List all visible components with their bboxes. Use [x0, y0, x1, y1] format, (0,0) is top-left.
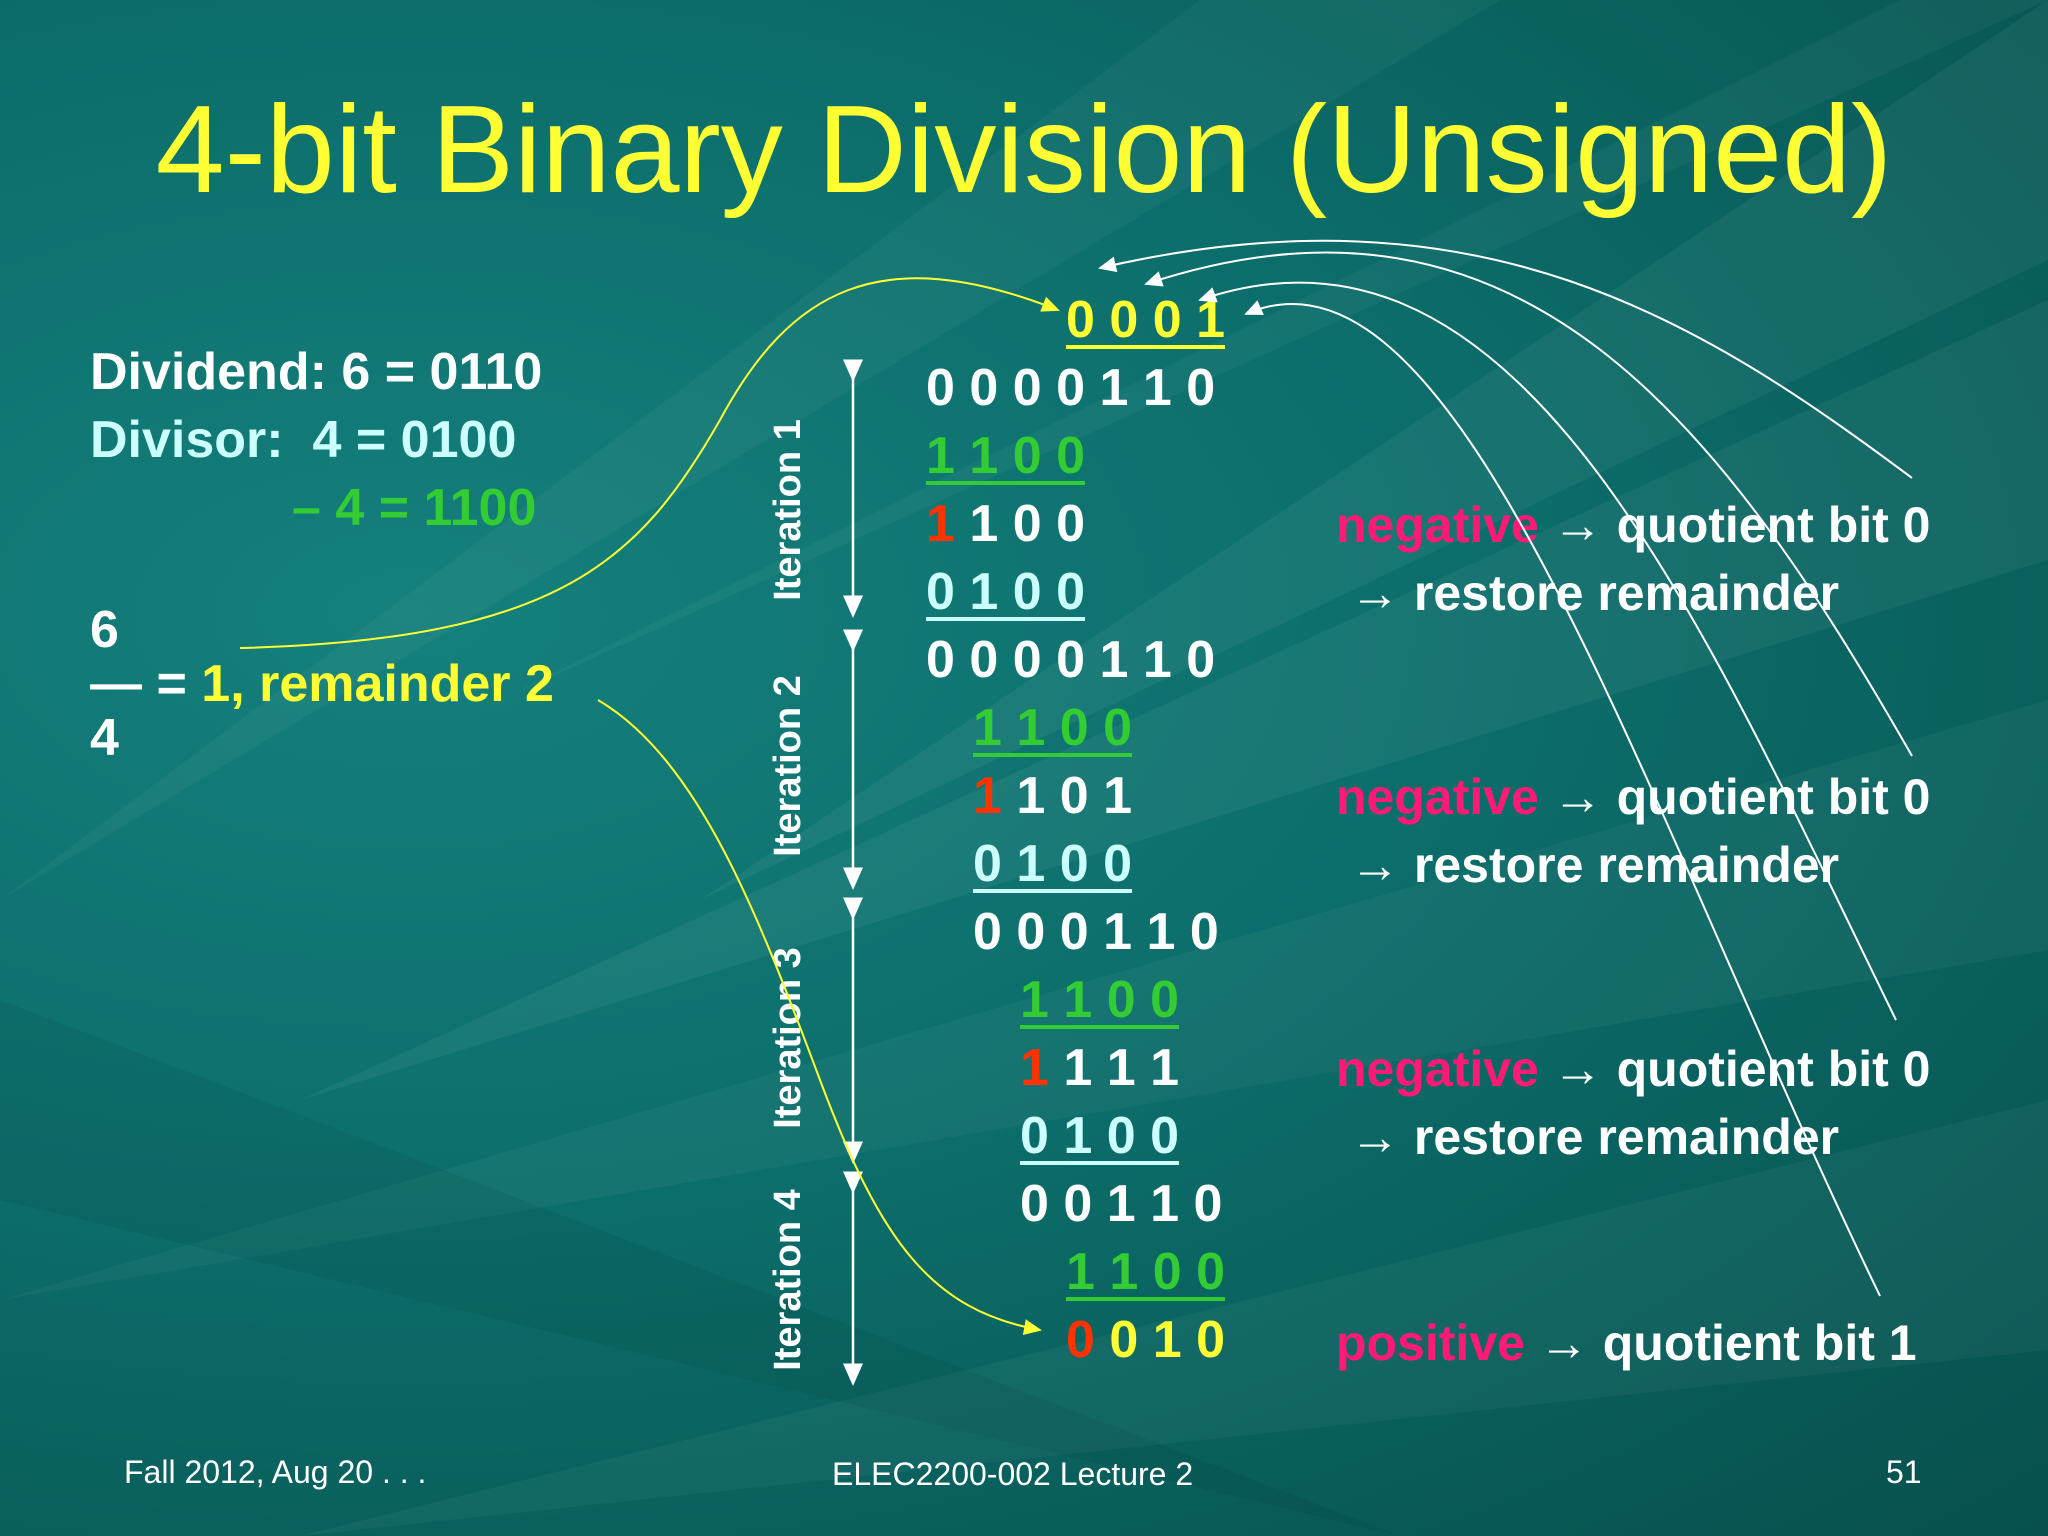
footer-page-number: 51 [1886, 1454, 1922, 1490]
fraction-numerator: 6 [90, 601, 119, 659]
quotient-bit-note: → quotient bit 0 [1538, 769, 1931, 825]
slide-title: 4-bit Binary Division (Unsigned) [155, 81, 1893, 219]
fraction-denominator: 4 [90, 709, 119, 767]
dividend-label: Dividend: 6 = 0110 [90, 343, 543, 401]
positive-label: positive [1336, 1315, 1525, 1371]
arrow-iter4-to-q0 [1244, 300, 1881, 1297]
note-iter1-restore: → restore remainder [1350, 565, 1840, 621]
iter1-result-bits: 1 0 0 [954, 495, 1086, 553]
quotient-connector [239, 277, 1060, 649]
iter3-dividend: 0 0 0 1 1 0 [973, 903, 1219, 961]
iter2-result-bits: 1 0 1 [1001, 767, 1133, 825]
remainder-connector [597, 699, 1042, 1335]
quotient-bit-note: → quotient bit 0 [1538, 497, 1931, 553]
footer-date: Fall 2012, Aug 20 . . . [124, 1454, 427, 1490]
fraction-result: 1, remainder 2 [186, 655, 554, 713]
iter3-restore: 0 1 0 0 [1020, 1107, 1180, 1165]
iter2-dividend: 0 0 0 0 1 1 0 [926, 631, 1216, 689]
negative-label: negative [1336, 769, 1539, 825]
iter4-result: 0 0 1 0 [1066, 1314, 1225, 1366]
iter1-restore: 0 1 0 0 [926, 563, 1086, 621]
arrow-iter1-to-q3 [1098, 239, 1913, 479]
quotient-bit-note: → quotient bit 1 [1524, 1315, 1917, 1371]
quotient-bit-arrows [1098, 239, 1913, 1297]
negative-label: negative [1336, 1041, 1539, 1097]
note-iter2-quotient: negative → quotient bit 0 [1336, 772, 1931, 822]
iter4-subtrahend: 1 1 0 0 [1066, 1243, 1226, 1301]
iter3-subtrahend: 1 1 0 0 [1020, 971, 1180, 1029]
note-iter4-quotient: positive → quotient bit 1 [1336, 1318, 1917, 1368]
fraction-bar: — = [90, 655, 187, 713]
iter2-subtrahend: 1 1 0 0 [973, 699, 1133, 757]
fraction-line: — = 1, remainder 2 [90, 658, 554, 710]
arrow-iter2-to-q2 [1144, 251, 1913, 757]
iter1-subtrahend: 1 1 0 0 [926, 427, 1086, 485]
iter4-remainder-bits: 0 1 0 [1094, 1311, 1226, 1369]
note-iter3-quotient: negative → quotient bit 0 [1336, 1044, 1931, 1094]
iter3-result: 1 1 1 1 [1020, 1042, 1179, 1094]
divisor-label: Divisor: 4 = 0100 [90, 411, 517, 469]
note-iter2-restore: → restore remainder [1350, 837, 1840, 893]
iter4-sign-bit: 0 [1066, 1311, 1095, 1369]
footer-course: ELEC2200-002 Lecture 2 [832, 1456, 1194, 1492]
iter1-sign-bit: 1 [926, 495, 955, 553]
iter2-result: 1 1 0 1 [973, 770, 1132, 822]
iter3-sign-bit: 1 [1020, 1039, 1049, 1097]
negative-label: negative [1336, 497, 1539, 553]
quotient-bit-note: → quotient bit 0 [1538, 1041, 1931, 1097]
iter1-result: 1 1 0 0 [926, 498, 1085, 550]
neg-divisor-label: – 4 = 1100 [292, 479, 537, 537]
iter3-result-bits: 1 1 1 [1048, 1039, 1180, 1097]
note-iter1-quotient: negative → quotient bit 0 [1336, 500, 1931, 550]
iter2-restore: 0 1 0 0 [973, 835, 1133, 893]
result-connectors [239, 277, 1060, 1335]
iter1-dividend: 0 0 0 0 1 1 0 [926, 359, 1216, 417]
iter2-sign-bit: 1 [973, 767, 1002, 825]
quotient-value: 0 0 0 1 [1066, 291, 1226, 349]
iter4-dividend: 0 0 1 1 0 [1020, 1175, 1223, 1233]
arrow-iter3-to-q1 [1198, 281, 1897, 1021]
